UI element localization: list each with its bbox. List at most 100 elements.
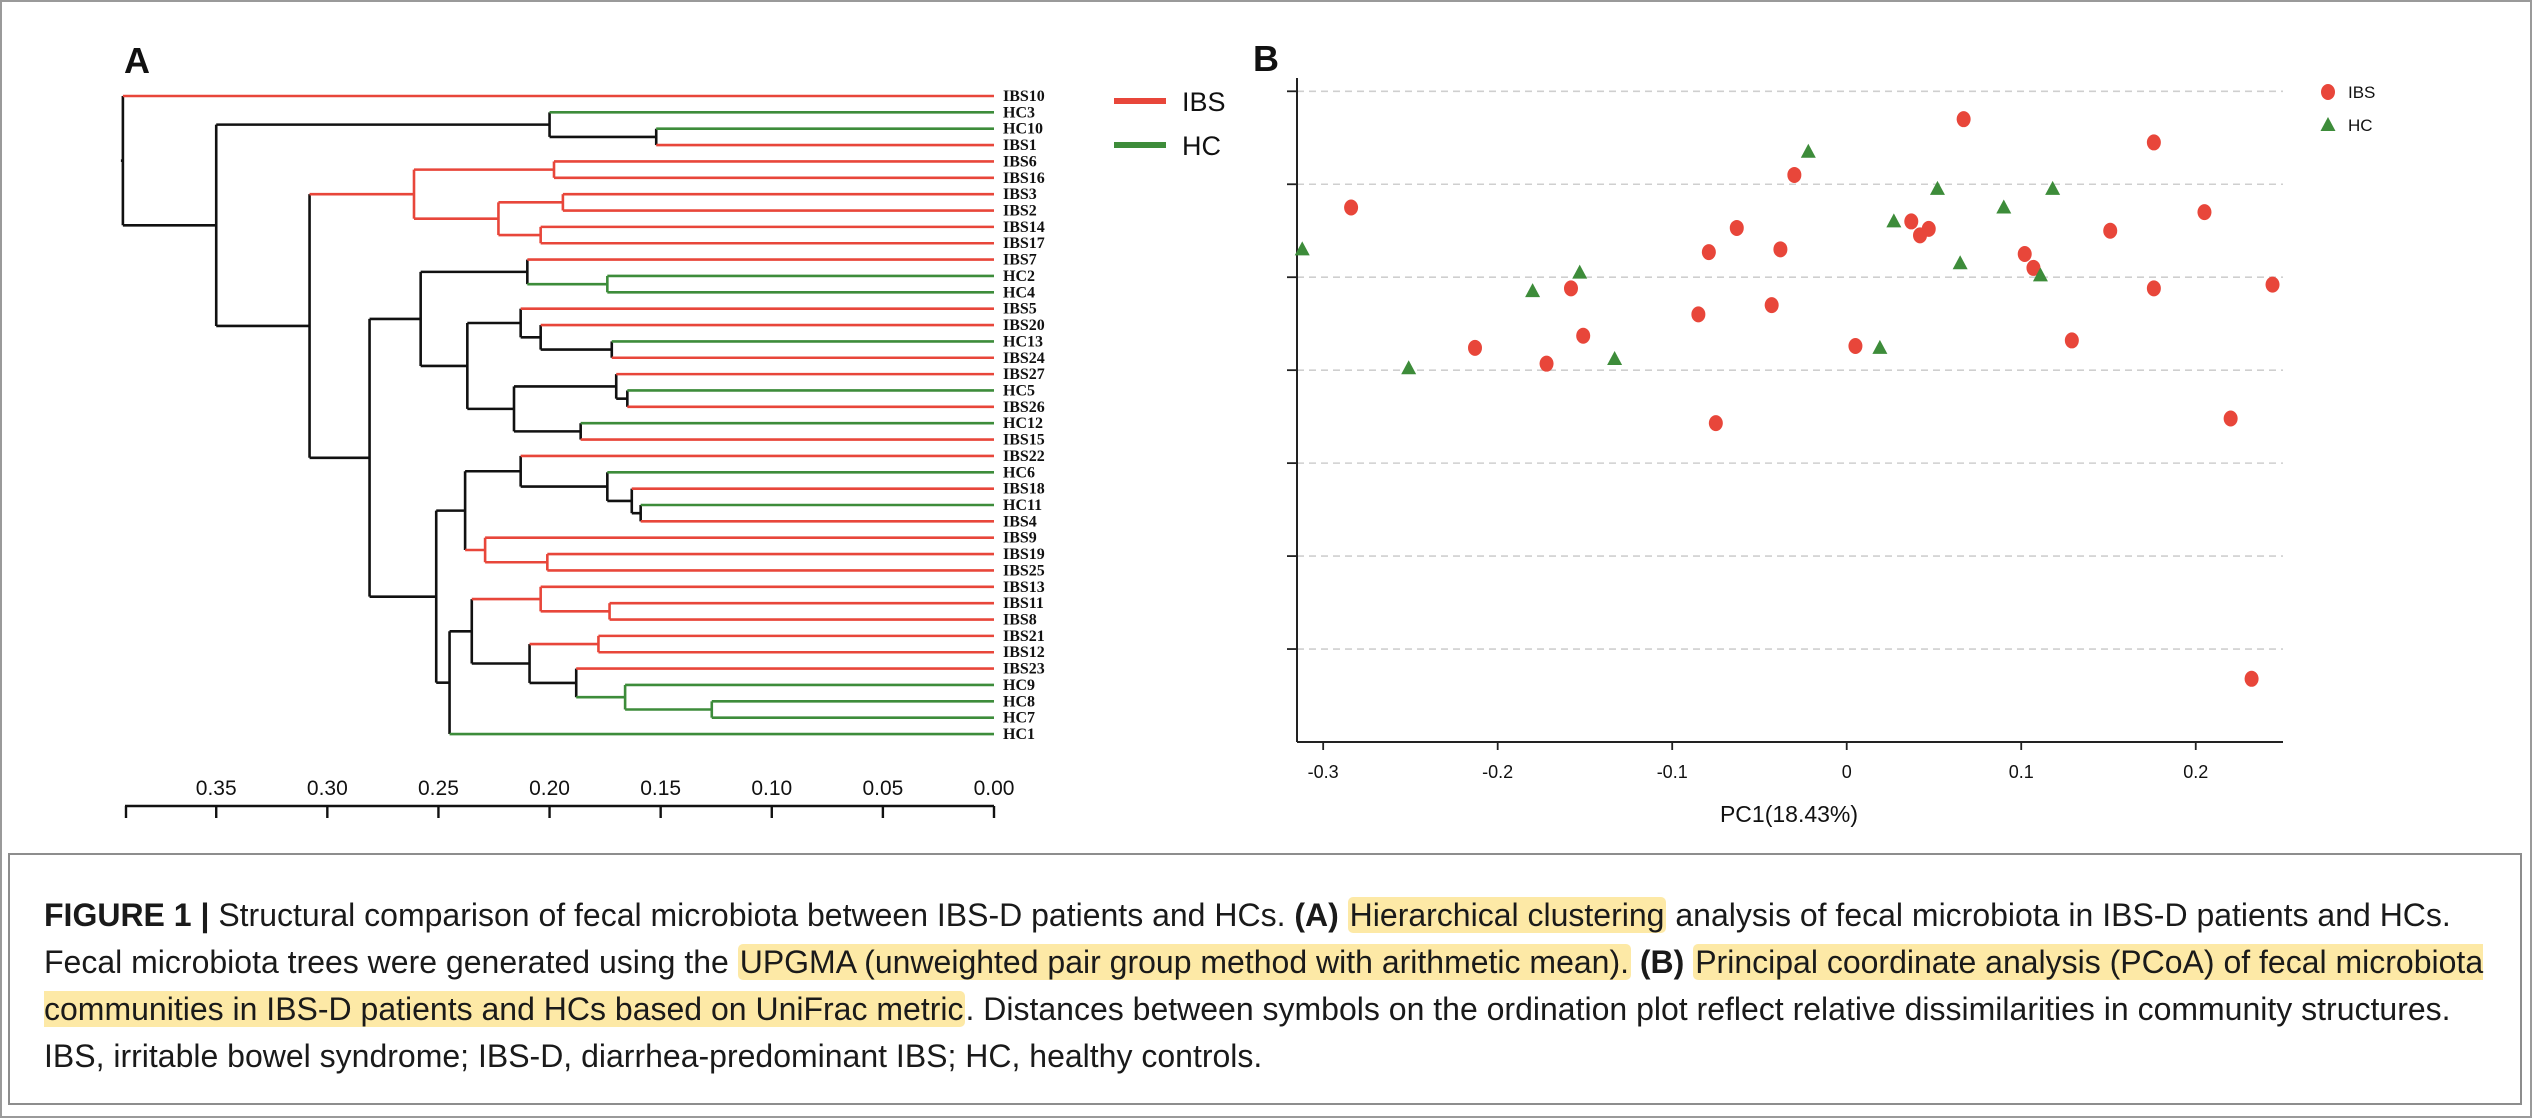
- x-tick-label: -0.2: [1482, 762, 1513, 782]
- point-ibs: [2017, 245, 2032, 262]
- point-ibs: [2223, 410, 2238, 427]
- leaf-label: HC7: [1003, 710, 1035, 727]
- leaf-label: HC3: [1003, 104, 1035, 121]
- caption-tag-a: (A): [1294, 897, 1339, 933]
- leaf-label: IBS2: [1003, 203, 1037, 220]
- pcoa-axes: -0.3 -0.2 -0.1 0 0.1 0.2: [1296, 78, 2283, 782]
- distance-tick-label: 0.20: [529, 777, 570, 800]
- leaf-label: IBS10: [1003, 88, 1045, 105]
- panel-b-letter: B: [1253, 38, 1279, 79]
- leaf-label: IBS27: [1003, 366, 1045, 383]
- leaf-label: IBS3: [1003, 186, 1037, 203]
- pcoa-gridlines: [1287, 90, 2283, 650]
- point-ibs: [1904, 213, 1919, 230]
- distance-tick-label: 0.30: [307, 777, 348, 800]
- caption-tag-b: (B): [1639, 944, 1685, 980]
- point-hc: [1996, 199, 2012, 214]
- point-hc: [1952, 255, 1968, 270]
- leaf-label: IBS18: [1003, 481, 1045, 498]
- figure-caption: FIGURE 1 | Structural comparison of feca…: [44, 892, 2514, 1080]
- point-hc: [1800, 143, 1816, 158]
- distance-tick-label: 0.05: [862, 777, 903, 800]
- caption-text-1: Structural comparison of fecal microbiot…: [209, 897, 1295, 933]
- legend-label-ibs: IBS: [2348, 83, 2375, 102]
- point-ibs: [2197, 204, 2212, 221]
- point-ibs: [1701, 244, 1716, 261]
- distance-tick-label: 0.25: [418, 777, 459, 800]
- dendrogram-tree: [120, 94, 994, 736]
- distance-tick-label: 0.00: [974, 777, 1015, 800]
- leaf-label: IBS22: [1003, 448, 1045, 465]
- legend-label-ibs: IBS: [1182, 87, 1226, 117]
- point-ibs: [1787, 166, 1802, 183]
- leaf-label: HC13: [1003, 333, 1043, 350]
- leaf-label: IBS12: [1003, 644, 1045, 661]
- pcoa-panel: B -0.3 -0.2 -0.1 0 0.1 0.2 IBS HC PC1(18.43%): [1253, 38, 2375, 827]
- x-tick-label: -0.3: [1308, 762, 1339, 782]
- caption-figure-label: FIGURE 1 |: [44, 897, 210, 933]
- leaf-label: IBS11: [1003, 595, 1044, 612]
- point-ibs: [2146, 280, 2161, 297]
- leaf-label: IBS17: [1003, 235, 1045, 252]
- leaf-label: IBS5: [1003, 301, 1037, 318]
- leaf-label: IBS4: [1003, 513, 1037, 530]
- figure-canvas: A IBS10HC3HC10IBS1IBS6IBS16IBS3IBS2IBS14…: [120, 38, 2375, 827]
- point-ibs: [1344, 199, 1359, 216]
- leaf-label: HC9: [1003, 677, 1035, 694]
- leaf-label: IBS25: [1003, 562, 1045, 579]
- point-ibs: [2103, 222, 2118, 239]
- leaf-label: IBS8: [1003, 612, 1037, 629]
- leaf-label: IBS23: [1003, 661, 1045, 678]
- leaf-label: IBS16: [1003, 170, 1045, 187]
- caption-highlight-2: UPGMA (unweighted pair group method with…: [737, 944, 1631, 980]
- point-ibs: [1764, 297, 1779, 314]
- legend-label-hc: HC: [2348, 116, 2373, 135]
- point-ibs: [1576, 327, 1591, 344]
- legend-marker-ibs: [2321, 84, 2335, 100]
- distance-tick-label: 0.35: [196, 777, 237, 800]
- point-hc: [1929, 180, 1945, 195]
- distance-tick-label: 0.10: [751, 777, 792, 800]
- leaf-label: HC6: [1003, 464, 1035, 481]
- point-ibs: [1691, 306, 1706, 323]
- point-ibs: [2265, 276, 2280, 293]
- leaf-label: HC1: [1003, 726, 1035, 743]
- point-ibs: [1468, 339, 1483, 356]
- leaf-label: HC12: [1003, 415, 1043, 432]
- legend-label-hc: HC: [1182, 131, 1221, 161]
- pcoa-x-axis-label: PC1(18.43%): [1720, 801, 1858, 827]
- point-ibs: [1708, 415, 1723, 432]
- point-ibs: [1773, 241, 1788, 258]
- point-ibs: [1956, 111, 1971, 128]
- caption-text-3: . Distances between symbols on the ordin…: [44, 991, 2451, 1074]
- point-hc: [2045, 180, 2061, 195]
- point-hc: [2032, 267, 2048, 282]
- dendrogram-legend: IBS HC: [1114, 87, 1226, 161]
- point-hc: [1294, 241, 1310, 256]
- distance-axis: 0.35 0.30 0.25 0.20 0.15 0.10 0.05 0.00: [124, 777, 1015, 818]
- leaf-label: IBS7: [1003, 252, 1037, 269]
- point-hc: [1886, 213, 1902, 228]
- leaf-label: IBS6: [1003, 153, 1037, 170]
- leaf-labels: IBS10HC3HC10IBS1IBS6IBS16IBS3IBS2IBS14IB…: [1003, 88, 1045, 743]
- caption-highlight-1: Hierarchical clustering: [1347, 897, 1667, 933]
- leaf-label: IBS20: [1003, 317, 1045, 334]
- x-tick-label: 0.2: [2183, 762, 2208, 782]
- x-tick-label: 0: [1842, 762, 1852, 782]
- leaf-label: IBS1: [1003, 137, 1037, 154]
- point-ibs: [2146, 134, 2161, 151]
- point-hc: [1525, 283, 1541, 298]
- leaf-label: HC8: [1003, 693, 1035, 710]
- leaf-label: IBS26: [1003, 399, 1045, 416]
- leaf-label: IBS13: [1003, 579, 1045, 596]
- panel-a-letter: A: [124, 40, 150, 81]
- point-ibs: [1848, 338, 1863, 354]
- point-ibs: [1563, 280, 1578, 297]
- leaf-label: IBS19: [1003, 546, 1045, 563]
- caption-text-2: analysis of fecal microbiota in IBS-D pa…: [44, 897, 2451, 980]
- leaf-label: IBS24: [1003, 350, 1045, 367]
- leaf-label: HC2: [1003, 268, 1035, 285]
- distance-tick-label: 0.15: [640, 777, 681, 800]
